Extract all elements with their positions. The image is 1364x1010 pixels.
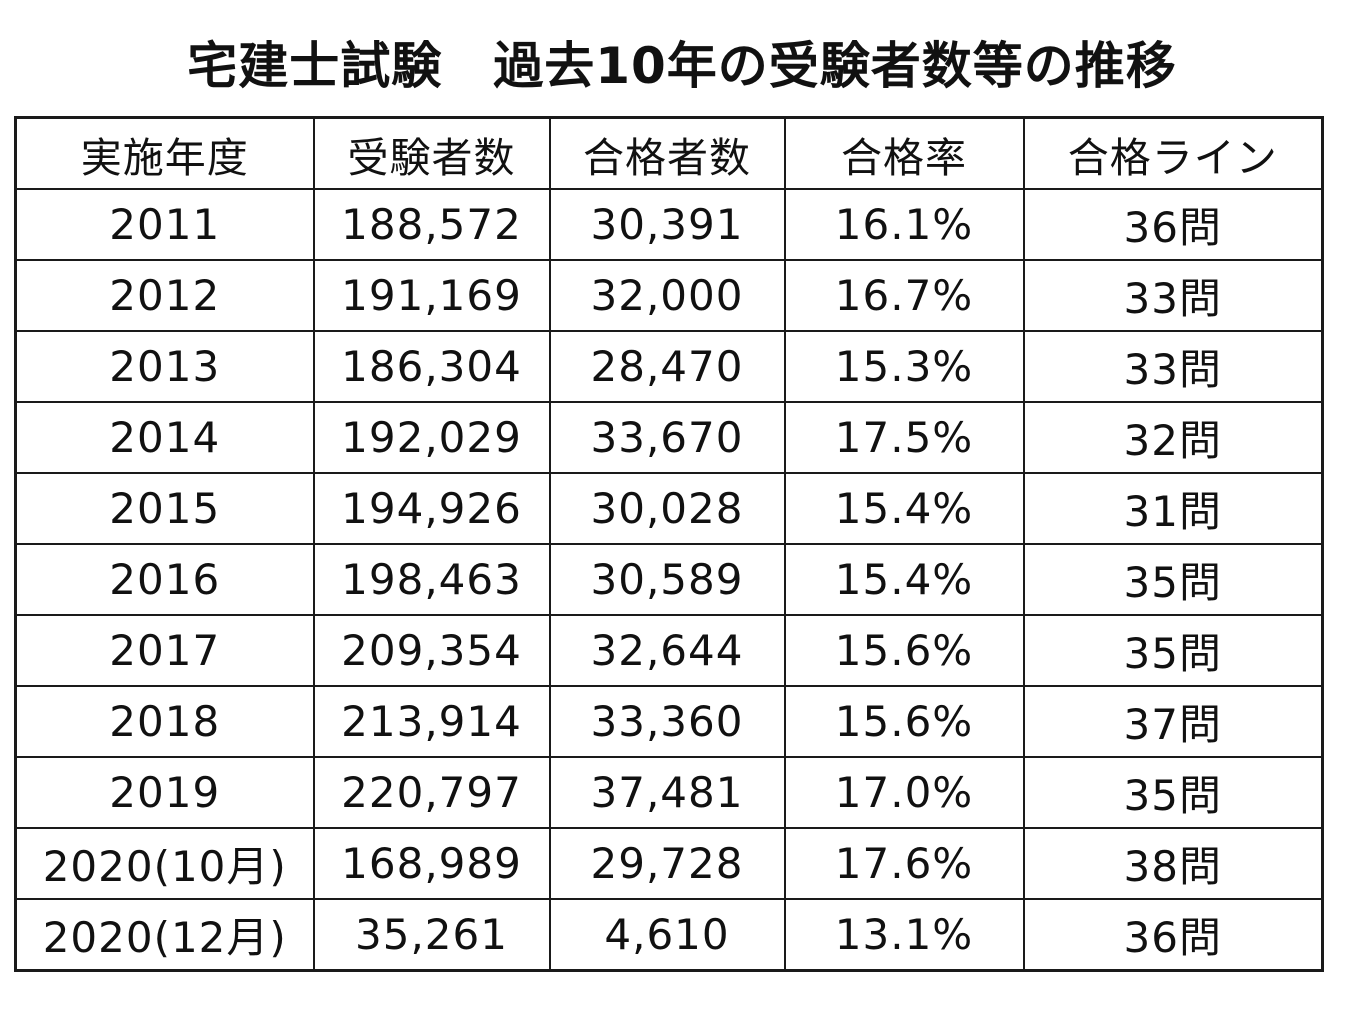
passers-cell: 37,481: [548, 756, 786, 829]
pass-rate-cell: 15.3%: [783, 330, 1025, 403]
pass-line-cell: 33問: [1022, 259, 1324, 332]
pass-line-cell: 36問: [1022, 898, 1324, 972]
table-row: 2013 186,304 28,470 15.3% 33問: [14, 330, 1324, 403]
year-cell: 2011: [14, 188, 315, 261]
table-row: 2014 192,029 33,670 17.5% 32問: [14, 401, 1324, 474]
pass-rate-cell: 17.0%: [783, 756, 1025, 829]
passers-cell: 33,360: [548, 685, 786, 758]
passers-cell: 30,028: [548, 472, 786, 545]
column-header-pass-line: 合格ライン: [1022, 116, 1324, 190]
table-row: 2011 188,572 30,391 16.1% 36問: [14, 188, 1324, 261]
table-row: 2020(10月) 168,989 29,728 17.6% 38問: [14, 827, 1324, 900]
examinees-cell: 192,029: [312, 401, 551, 474]
passers-cell: 28,470: [548, 330, 786, 403]
column-header-year: 実施年度: [14, 116, 315, 190]
table-row: 2017 209,354 32,644 15.6% 35問: [14, 614, 1324, 687]
pass-rate-cell: 15.4%: [783, 543, 1025, 616]
year-cell: 2015: [14, 472, 315, 545]
pass-line-cell: 37問: [1022, 685, 1324, 758]
pass-line-cell: 32問: [1022, 401, 1324, 474]
header-row: 実施年度 受験者数 合格者数 合格率 合格ライン: [14, 116, 1324, 190]
pass-line-cell: 35問: [1022, 756, 1324, 829]
chart-title: 宅建士試験 過去10年の受験者数等の推移: [187, 37, 1177, 95]
table-row: 2020(12月) 35,261 4,610 13.1% 36問: [14, 898, 1324, 972]
year-cell: 2016: [14, 543, 315, 616]
pass-rate-cell: 15.6%: [783, 685, 1025, 758]
pass-line-cell: 33問: [1022, 330, 1324, 403]
pass-rate-cell: 16.1%: [783, 188, 1025, 261]
examinees-cell: 209,354: [312, 614, 551, 687]
passers-cell: 33,670: [548, 401, 786, 474]
examinees-cell: 191,169: [312, 259, 551, 332]
examinees-cell: 168,989: [312, 827, 551, 900]
year-cell: 2019: [14, 756, 315, 829]
year-cell: 2020(10月): [14, 827, 315, 900]
examinees-cell: 220,797: [312, 756, 551, 829]
examinees-cell: 188,572: [312, 188, 551, 261]
pass-line-cell: 31問: [1022, 472, 1324, 545]
year-cell: 2017: [14, 614, 315, 687]
column-header-passers: 合格者数: [548, 116, 786, 190]
passers-cell: 4,610: [548, 898, 786, 972]
examinees-cell: 198,463: [312, 543, 551, 616]
table-row: 2019 220,797 37,481 17.0% 35問: [14, 756, 1324, 829]
year-cell: 2013: [14, 330, 315, 403]
passers-cell: 32,000: [548, 259, 786, 332]
pass-rate-cell: 15.6%: [783, 614, 1025, 687]
examinees-cell: 186,304: [312, 330, 551, 403]
passers-cell: 32,644: [548, 614, 786, 687]
column-header-examinees: 受験者数: [312, 116, 551, 190]
table-row: 2012 191,169 32,000 16.7% 33問: [14, 259, 1324, 332]
pass-line-cell: 35問: [1022, 543, 1324, 616]
examinees-cell: 194,926: [312, 472, 551, 545]
passers-cell: 30,589: [548, 543, 786, 616]
results-table: 実施年度 受験者数 合格者数 合格率 合格ライン 2011 188,572 30,3…: [14, 116, 1324, 972]
pass-line-cell: 35問: [1022, 614, 1324, 687]
pass-rate-cell: 15.4%: [783, 472, 1025, 545]
year-cell: 2020(12月): [14, 898, 315, 972]
pass-line-cell: 36問: [1022, 188, 1324, 261]
table-row: 2015 194,926 30,028 15.4% 31問: [14, 472, 1324, 545]
year-cell: 2012: [14, 259, 315, 332]
pass-rate-cell: 16.7%: [783, 259, 1025, 332]
column-header-pass-rate: 合格率: [783, 116, 1025, 190]
table-row: 2018 213,914 33,360 15.6% 37問: [14, 685, 1324, 758]
pass-rate-cell: 17.6%: [783, 827, 1025, 900]
year-cell: 2014: [14, 401, 315, 474]
pass-line-cell: 38問: [1022, 827, 1324, 900]
year-cell: 2018: [14, 685, 315, 758]
table-row: 2016 198,463 30,589 15.4% 35問: [14, 543, 1324, 616]
table-body: 2011 188,572 30,391 16.1% 36問 2012 191,169 32,0…: [14, 188, 1324, 972]
passers-cell: 30,391: [548, 188, 786, 261]
examinees-cell: 213,914: [312, 685, 551, 758]
pass-rate-cell: 17.5%: [783, 401, 1025, 474]
passers-cell: 29,728: [548, 827, 786, 900]
pass-rate-cell: 13.1%: [783, 898, 1025, 972]
examinees-cell: 35,261: [312, 898, 551, 972]
